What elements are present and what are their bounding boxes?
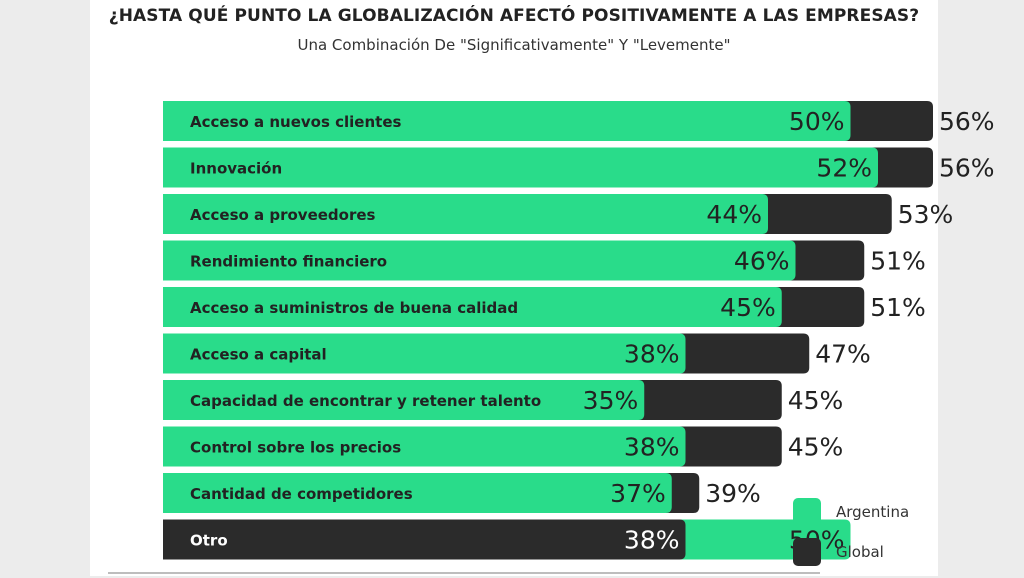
value-label-global: 38%: [624, 526, 680, 555]
value-label-global: 45%: [788, 386, 844, 415]
value-label-global: 53%: [898, 200, 954, 229]
bottom-divider: [108, 572, 820, 574]
legend-label-global: Global: [836, 543, 884, 561]
value-label-argentina: 52%: [816, 154, 872, 183]
bar-argentina: [163, 380, 645, 420]
legend-swatch-global: [793, 538, 821, 566]
category-label: Acceso a nuevos clientes: [190, 113, 402, 131]
value-label-global: 51%: [870, 247, 926, 276]
bar-argentina: [163, 473, 672, 513]
category-label: Cantidad de competidores: [190, 485, 413, 503]
value-label-global: 56%: [939, 154, 995, 183]
category-label: Innovación: [190, 160, 282, 178]
value-label-argentina: 38%: [624, 340, 680, 369]
value-label-global: 56%: [939, 107, 995, 136]
value-label-global: 51%: [870, 293, 926, 322]
value-label-argentina: 44%: [706, 200, 762, 229]
bar-argentina: [163, 426, 686, 467]
bar-argentina: [163, 333, 686, 374]
value-label-global: 47%: [815, 340, 871, 369]
value-label-argentina: 37%: [610, 479, 666, 508]
bar-global: [163, 519, 686, 560]
bar-argentina: [163, 101, 851, 141]
category-label: Otro: [190, 532, 228, 550]
value-label-argentina: 45%: [720, 293, 776, 322]
legend-swatch-argentina: [793, 498, 821, 526]
legend-label-argentina: Argentina: [836, 503, 910, 521]
value-label-global: 45%: [788, 433, 844, 462]
bar-argentina: [163, 147, 878, 188]
chart-subtitle: Una Combinación De "Significativamente" …: [297, 36, 731, 54]
value-label-argentina: 50%: [789, 107, 845, 136]
category-label: Rendimiento financiero: [190, 253, 387, 271]
category-label: Acceso a proveedores: [190, 206, 376, 224]
value-label-argentina: 46%: [734, 247, 790, 276]
bar-argentina: [163, 194, 768, 234]
chart-title: ¿HASTA QUÉ PUNTO LA GLOBALIZACIÓN AFECTÓ…: [108, 6, 920, 26]
value-label-global: 39%: [705, 479, 761, 508]
category-label: Control sobre los precios: [190, 439, 401, 457]
category-label: Capacidad de encontrar y retener talento: [190, 392, 541, 410]
category-label: Acceso a capital: [190, 346, 327, 364]
bar-argentina: [163, 287, 782, 327]
bar-argentina: [163, 240, 796, 281]
value-label-argentina: 35%: [583, 386, 639, 415]
category-label: Acceso a suministros de buena calidad: [190, 299, 518, 317]
value-label-argentina: 38%: [624, 433, 680, 462]
